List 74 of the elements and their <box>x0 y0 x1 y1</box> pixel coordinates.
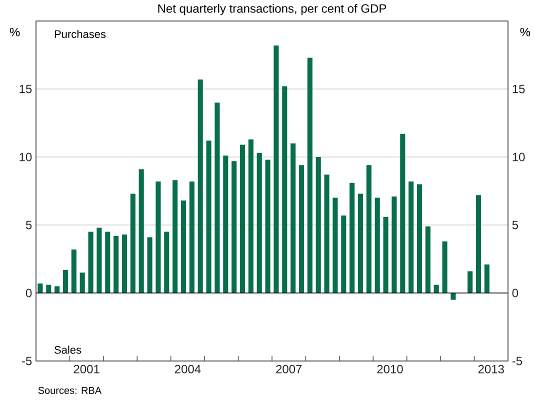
bar <box>180 200 186 293</box>
bar <box>248 139 254 293</box>
x-tick-label: 2001 <box>74 364 100 374</box>
bar <box>274 45 279 293</box>
annotation: Purchases <box>54 30 106 38</box>
chart-title: Net quarterly transactions, per cent of GDP <box>158 4 386 16</box>
bar <box>416 184 422 293</box>
x-tick-label: 2004 <box>174 364 201 374</box>
bar <box>214 102 220 293</box>
bar <box>88 232 94 293</box>
bar <box>316 156 321 293</box>
bar <box>307 58 312 293</box>
bar <box>223 156 228 293</box>
bar <box>265 160 270 293</box>
y2-tick-label: 15 <box>512 84 525 94</box>
bar <box>400 134 406 293</box>
bar <box>282 86 288 293</box>
bar <box>62 270 68 293</box>
bar <box>240 144 246 293</box>
bar <box>164 232 170 293</box>
y-tick-label: 5 <box>26 220 32 230</box>
x-tick-label: 2007 <box>276 364 302 374</box>
bar <box>425 226 430 293</box>
bar <box>46 284 52 293</box>
y-tick-label: 15 <box>20 84 32 94</box>
y-tick-label: -5 <box>22 356 32 366</box>
bar <box>80 272 85 293</box>
x-tick-label: 2013 <box>478 364 504 374</box>
bar <box>350 182 355 293</box>
bar <box>383 216 388 293</box>
bar <box>341 215 346 293</box>
bar <box>298 165 304 293</box>
bar <box>324 174 330 293</box>
bar <box>374 198 380 293</box>
y2-tick-label: 10 <box>512 152 525 162</box>
bar <box>468 271 473 293</box>
bar <box>122 234 128 293</box>
bar <box>484 264 490 293</box>
y2-tick-label: -5 <box>512 356 522 366</box>
bar <box>172 180 178 293</box>
y2-tick-label: 0 <box>512 288 518 298</box>
bar <box>114 236 119 293</box>
bar <box>434 284 439 293</box>
bar <box>256 152 262 293</box>
y-tick-label: 0 <box>26 288 32 298</box>
bar <box>71 249 76 293</box>
bar <box>189 181 194 293</box>
bar <box>232 161 237 293</box>
bar <box>105 232 110 293</box>
bar <box>408 181 414 293</box>
y-tick-label: 10 <box>20 152 32 162</box>
source-note: Sources: RBA <box>38 386 102 394</box>
bar <box>38 283 43 293</box>
bar <box>96 228 102 293</box>
bar <box>156 181 161 293</box>
bar <box>147 237 152 293</box>
bar <box>206 140 212 293</box>
bar <box>332 198 338 293</box>
bar <box>130 194 136 293</box>
bar <box>366 165 372 293</box>
bar <box>54 286 60 293</box>
x-tick-label: 2010 <box>377 364 403 374</box>
bar <box>290 143 296 293</box>
y2-axis-title: % <box>520 28 530 36</box>
bar <box>442 241 448 293</box>
bar <box>358 194 364 293</box>
bar <box>198 79 203 293</box>
bar <box>138 169 144 293</box>
y-axis-title: % <box>10 28 20 36</box>
bar <box>476 195 482 293</box>
bar <box>450 293 456 300</box>
y2-tick-label: 5 <box>512 220 518 230</box>
annotation: Sales <box>54 346 82 354</box>
bar <box>392 196 397 293</box>
